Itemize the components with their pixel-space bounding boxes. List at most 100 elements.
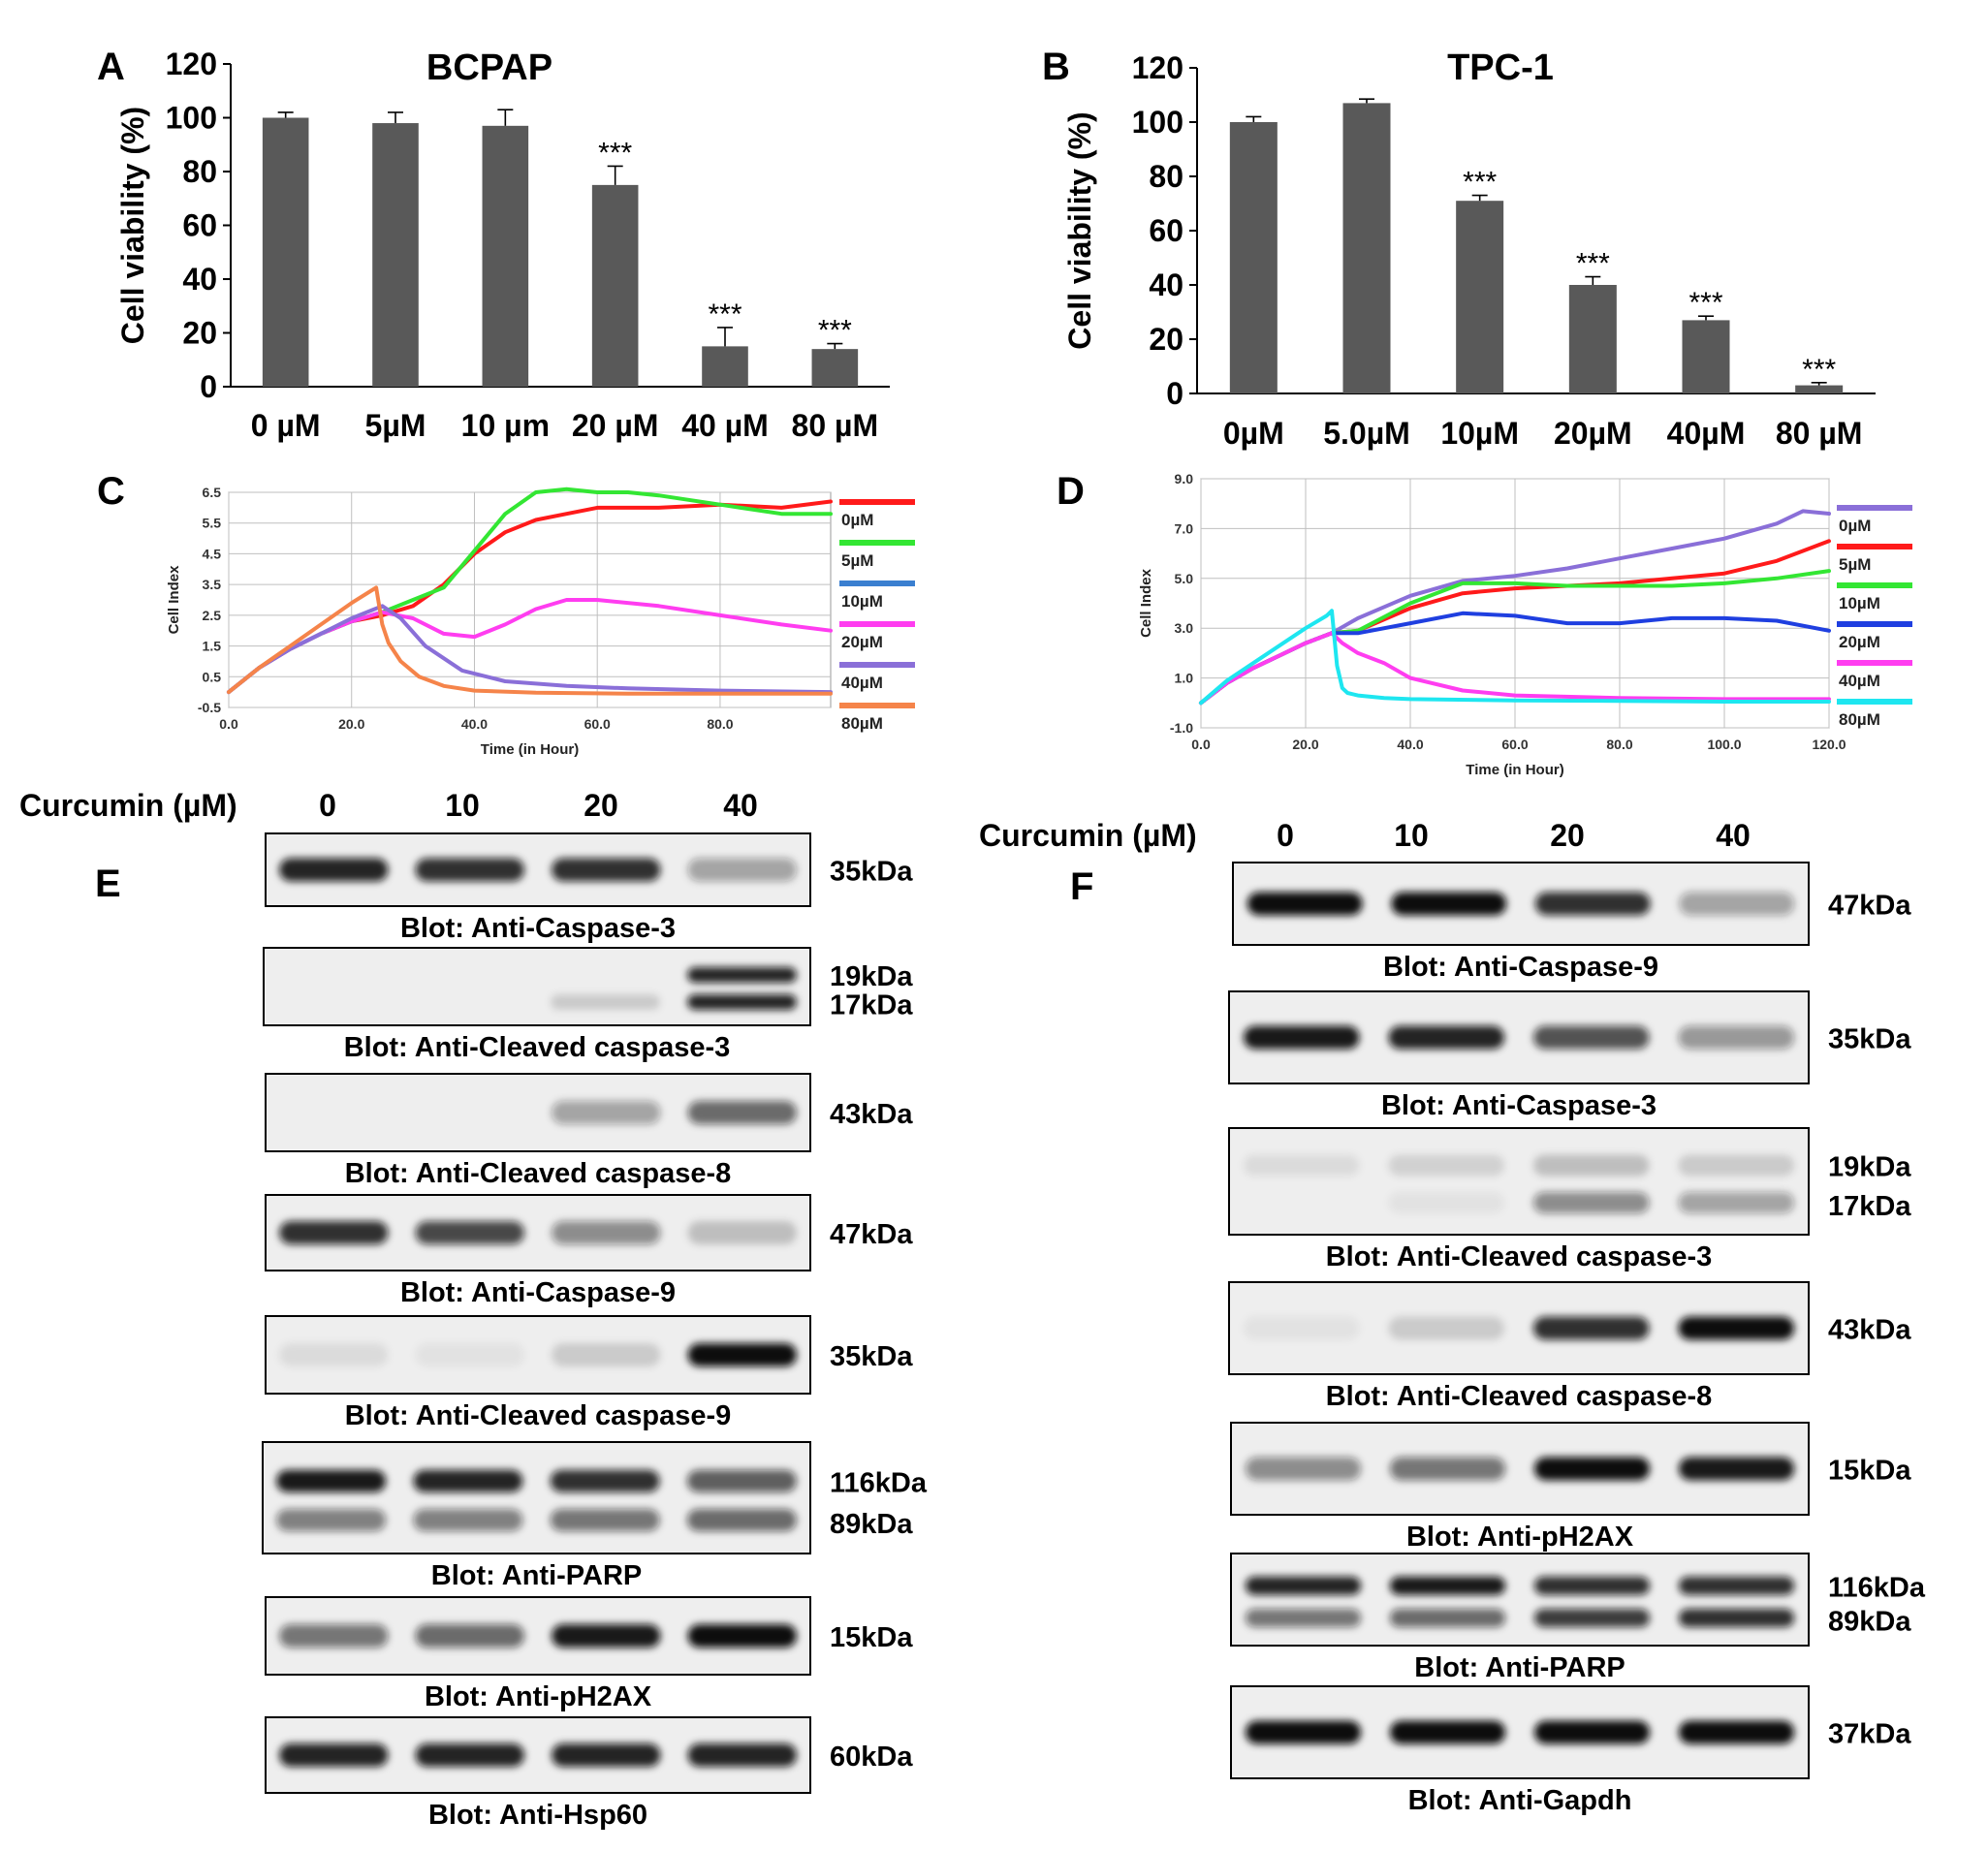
y-tick-label: 0 <box>200 369 217 404</box>
x-tick-label: 120.0 <box>1812 737 1846 752</box>
band <box>413 1509 523 1531</box>
bar-80-um <box>811 349 859 387</box>
x-axis-label: Time (in Hour) <box>1466 762 1563 778</box>
x-category-label: 0 µM <box>251 408 321 443</box>
band <box>687 967 797 983</box>
significance-stars: *** <box>1802 354 1836 386</box>
band <box>1389 1457 1506 1481</box>
bar-10um <box>1456 201 1504 393</box>
y-tick-label: 100 <box>166 101 217 136</box>
legend-label-80um: 80µM <box>1839 710 1880 729</box>
legend-label-5um: 5µM <box>1839 555 1871 574</box>
significance-stars: *** <box>1688 287 1722 319</box>
lane-label-40: 40 <box>1716 818 1751 853</box>
x-category-label: 80 µM <box>1776 416 1863 451</box>
band <box>1389 1576 1506 1595</box>
band <box>1533 1720 1651 1744</box>
legend-label-80um: 80µM <box>841 714 883 733</box>
blot-blot-anti-hsp60: 60kDa Blot: Anti-Hsp60 <box>265 1716 913 1831</box>
band <box>1388 1192 1505 1213</box>
kda-label: 116kDa <box>830 1467 928 1498</box>
band <box>415 1221 524 1244</box>
panel-letter-b: B <box>1042 46 1070 88</box>
band <box>552 1343 661 1366</box>
kda-label: 19kDa <box>1828 1152 1911 1183</box>
y-tick-label: -1.0 <box>1170 720 1193 736</box>
band <box>415 1743 524 1767</box>
kda-label: 35kDa <box>1828 1024 1911 1055</box>
series-line-40um <box>1199 631 1831 706</box>
series-line-80um <box>227 585 833 696</box>
band <box>550 1509 660 1531</box>
y-tick-label: 40 <box>1149 267 1183 302</box>
kda-label: 60kDa <box>830 1742 913 1773</box>
band <box>1245 1576 1362 1595</box>
y-tick-label: 3.5 <box>203 577 222 592</box>
panel-letter-a: A <box>97 46 125 88</box>
kda-label: 43kDa <box>1828 1315 1911 1346</box>
blot-membrane <box>262 1441 811 1554</box>
band <box>1532 1154 1650 1177</box>
band <box>279 1624 389 1648</box>
legend-label-40um: 40µM <box>841 674 883 692</box>
bar-20um <box>1568 285 1617 393</box>
blot-caption: Blot: Anti-Caspase-9 <box>1383 952 1658 983</box>
series-line-40um <box>227 604 833 695</box>
legend-label-0um: 0µM <box>1839 517 1871 535</box>
x-category-label: 20µM <box>1554 416 1632 451</box>
band <box>1389 1609 1506 1627</box>
band <box>687 1624 797 1648</box>
y-tick-label: 80 <box>1149 159 1183 194</box>
band <box>552 1624 661 1648</box>
blot-blot-anti-cleaved-caspase-8: 43kDa Blot: Anti-Cleaved caspase-8 <box>265 1073 913 1189</box>
kda-label: 116kDa <box>1828 1572 1926 1603</box>
plot-area <box>228 491 832 708</box>
band <box>1678 1192 1795 1213</box>
chart-title: BCPAP <box>426 47 552 88</box>
blot-caption: Blot: Anti-Hsp60 <box>428 1800 647 1831</box>
band <box>552 1221 661 1244</box>
lane-label-0: 0 <box>319 788 336 823</box>
legend-label-10um: 10µM <box>841 592 883 611</box>
band <box>1243 1154 1360 1177</box>
band <box>552 1101 661 1124</box>
line-chart-tpc1-cell-index: -1.0 1.0 3.0 5.0 7.0 9.0 0.0 20.0 40.0 60.0 80.0 10… <box>1138 471 1912 778</box>
y-axis-label: Cell Index <box>1138 568 1154 638</box>
y-tick-label: 60 <box>1149 213 1183 248</box>
x-category-label: 10 µm <box>461 408 550 443</box>
blot-caption: Blot: Anti-Cleaved caspase-3 <box>344 1032 731 1063</box>
bar-80-um <box>1795 385 1844 393</box>
x-tick-label: 100.0 <box>1707 737 1741 752</box>
bar-chart-tpc1: TPC-1 Cell viability (%) 0 20 40 60 80 100 120 0µ… <box>1062 47 1876 451</box>
y-tick-label: -0.5 <box>198 700 221 715</box>
blot-blot-anti-cleaved-caspase-8: 43kDa Blot: Anti-Cleaved caspase-8 <box>1228 1281 1911 1412</box>
band <box>686 1509 797 1531</box>
blot-caption: Blot: Anti-PARP <box>1414 1652 1625 1683</box>
y-tick-label: 0 <box>1166 376 1183 411</box>
legend-label-5um: 5µM <box>841 551 873 570</box>
x-category-label: 80 µM <box>792 408 879 443</box>
x-category-label: 20 µM <box>572 408 659 443</box>
blot-caption: Blot: Anti-Caspase-9 <box>400 1277 676 1308</box>
x-category-label: 5µM <box>365 408 426 443</box>
band <box>415 858 524 882</box>
western-blots-bcpap: Curcumin (µM) 0 10 20 40 35kDa Blot: Anti-Casp… <box>19 788 928 1831</box>
band <box>415 1343 524 1366</box>
kda-label: 15kDa <box>830 1622 913 1653</box>
band <box>1678 1720 1795 1744</box>
x-axis-label: Time (in Hour) <box>481 741 579 758</box>
curcumin-label: Curcumin (µM) <box>979 818 1197 853</box>
western-blots-tpc1: Curcumin (µM) 0 10 20 40 47kDa Blot: Anti-Casp… <box>979 818 1926 1816</box>
band <box>687 1743 797 1767</box>
lane-label-10: 10 <box>1394 818 1429 853</box>
x-tick-label: 60.0 <box>584 716 611 732</box>
y-tick-label: 0.5 <box>203 669 222 684</box>
kda-label: 89kDa <box>830 1509 913 1540</box>
significance-stars: *** <box>1576 248 1610 280</box>
x-tick-label: 80.0 <box>707 716 733 732</box>
band <box>551 994 660 1010</box>
